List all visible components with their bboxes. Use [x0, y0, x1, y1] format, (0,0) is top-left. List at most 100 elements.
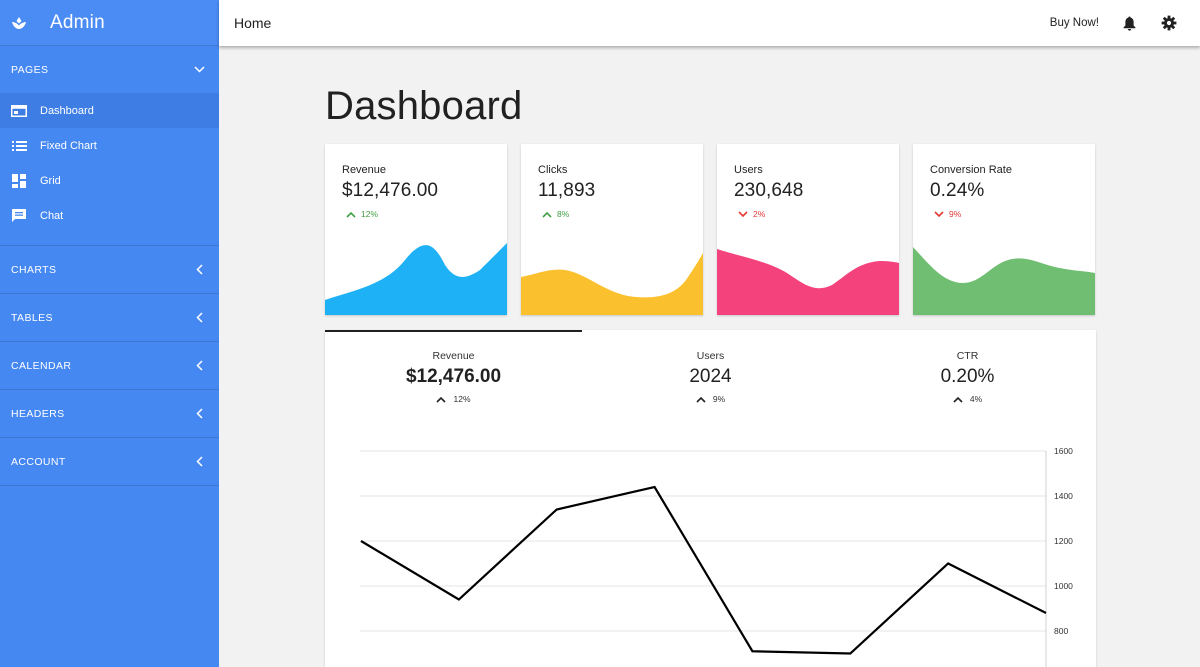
y-tick-label: 800	[1054, 626, 1068, 636]
bell-icon[interactable]	[1120, 14, 1138, 32]
stat-card-clicks[interactable]: Clicks 11,893 8%	[521, 144, 703, 315]
arrow-up-icon	[696, 395, 706, 403]
stat-label: Users	[696, 350, 725, 362]
card-delta-value: 9%	[949, 209, 962, 219]
buy-now-button[interactable]: Buy Now!	[1049, 17, 1099, 29]
stat-card-users[interactable]: Users 230,648 2%	[717, 144, 899, 315]
chevron-left-icon	[193, 360, 205, 372]
card-delta: 2%	[738, 209, 765, 219]
y-tick-label: 1000	[1054, 581, 1073, 591]
y-tick-label: 1200	[1054, 536, 1073, 546]
chevron-left-icon	[193, 408, 205, 420]
card-value: 0.24%	[930, 180, 985, 201]
card-delta-value: 2%	[753, 209, 766, 219]
leaf-icon	[10, 14, 28, 32]
gear-icon[interactable]	[1160, 14, 1178, 32]
card-delta: 8%	[542, 209, 569, 219]
card-delta: 12%	[346, 209, 378, 219]
sidebar-item-chat[interactable]: Chat	[0, 198, 219, 233]
card-sparkline	[325, 243, 507, 315]
sidebar-section-headers-toggle[interactable]: HEADERS	[0, 390, 219, 437]
card-sparkline	[521, 253, 703, 315]
stat-delta-value: 4%	[969, 394, 983, 404]
y-tick-label: 1600	[1054, 446, 1073, 456]
sidebar-section-account-toggle[interactable]: ACCOUNT	[0, 438, 219, 485]
sidebar-section-headers: HEADERS	[0, 390, 219, 438]
sidebar-item-grid[interactable]: Grid	[0, 163, 219, 198]
stat-label: Revenue	[432, 350, 475, 362]
arrow-up-icon	[542, 210, 552, 218]
stat-card-conversion-rate[interactable]: Conversion Rate 0.24% 9%	[913, 144, 1095, 315]
arrow-up-icon	[953, 395, 963, 403]
chevron-left-icon	[193, 312, 205, 324]
sidebar-section-tables-toggle[interactable]: TABLES	[0, 294, 219, 341]
sidebar-section-charts: CHARTS	[0, 246, 219, 294]
stat-value: 2024	[689, 366, 732, 387]
card-value: $12,476.00	[342, 180, 439, 201]
sparkline-area	[325, 243, 507, 315]
topbar-title: Home	[234, 15, 272, 31]
page-title: Dashboard	[325, 84, 523, 128]
chevron-left-icon	[193, 456, 205, 468]
stat-delta-value: 12%	[453, 394, 471, 404]
tab-users[interactable]: Users 2024 9%	[582, 350, 839, 404]
card-delta-value: 12%	[361, 209, 379, 219]
tab-ctr[interactable]: CTR 0.20% 4%	[839, 350, 1096, 404]
card-delta: 9%	[934, 209, 961, 219]
card-value: 11,893	[538, 180, 596, 201]
sidebar-section-charts-toggle[interactable]: CHARTS	[0, 246, 219, 293]
card-delta-value: 8%	[557, 209, 570, 219]
pages-list: Dashboard Fixed Chart Grid Chat	[0, 93, 219, 245]
sidebar-section-label: HEADERS	[11, 407, 65, 420]
series-line-revenue	[360, 485, 1047, 655]
revenue-line-chart: 1600 1400 1200 1000 800	[360, 446, 1073, 667]
card-sparkline	[913, 247, 1095, 315]
stat-delta: 9%	[582, 394, 839, 404]
sidebar-section-calendar: CALENDAR	[0, 342, 219, 390]
stat-label: CTR	[956, 350, 979, 362]
sparkline-area	[521, 253, 703, 315]
chevron-left-icon	[193, 264, 205, 276]
stat-delta: 12%	[325, 394, 582, 404]
card-value: 230,648	[734, 180, 804, 201]
tab-revenue[interactable]: Revenue $12,476.00 12%	[325, 350, 582, 404]
y-tick-label: 1400	[1054, 491, 1073, 501]
sidebar-section-pages: PAGES Dashboard Fixed Chart	[0, 46, 219, 246]
sidebar-item-dashboard[interactable]: Dashboard	[0, 93, 219, 128]
sidebar-section-label: PAGES	[11, 63, 49, 76]
topbar: Home Buy Now!	[219, 0, 1200, 46]
dashboard-icon	[11, 103, 27, 119]
sidebar-section-pages-toggle[interactable]: PAGES	[0, 46, 219, 93]
brand-title: Admin	[50, 11, 105, 33]
sidebar-section-tables: TABLES	[0, 294, 219, 342]
card-label: Users	[734, 164, 763, 176]
stat-delta: 4%	[839, 394, 1096, 404]
arrow-up-icon	[436, 395, 447, 403]
stat-value: 0.20%	[940, 366, 995, 387]
stat-delta-value: 9%	[712, 394, 726, 404]
active-tab-indicator	[325, 330, 582, 332]
arrow-down-icon	[738, 210, 748, 218]
topbar-actions: Buy Now!	[1050, 14, 1200, 32]
sidebar-section-label: ACCOUNT	[11, 455, 66, 468]
sparkline-area	[913, 247, 1095, 315]
sidebar-section-account: ACCOUNT	[0, 438, 219, 486]
sidebar-section-calendar-toggle[interactable]: CALENDAR	[0, 342, 219, 389]
overview-chart-card: Revenue $12,476.00 12% Users 2024 9% CTR…	[325, 330, 1096, 667]
card-label: Conversion Rate	[930, 164, 1012, 176]
chevron-down-icon	[193, 64, 205, 76]
card-label: Clicks	[538, 164, 568, 176]
arrow-up-icon	[346, 210, 356, 218]
sidebar-item-fixed-chart[interactable]: Fixed Chart	[0, 128, 219, 163]
sparkline-area	[717, 249, 899, 315]
sidebar-item-label: Chat	[40, 209, 64, 222]
grid-icon	[11, 173, 27, 189]
stat-value: $12,476.00	[405, 366, 502, 387]
arrow-down-icon	[934, 210, 944, 218]
sidebar-section-label: CHARTS	[11, 263, 57, 276]
card-sparkline	[717, 249, 899, 315]
sidebar-item-label: Dashboard	[40, 104, 94, 117]
stat-card-revenue[interactable]: Revenue $12,476.00 12%	[325, 144, 507, 315]
brand[interactable]: Admin	[0, 0, 219, 46]
sidebar-item-label: Fixed Chart	[40, 139, 97, 152]
